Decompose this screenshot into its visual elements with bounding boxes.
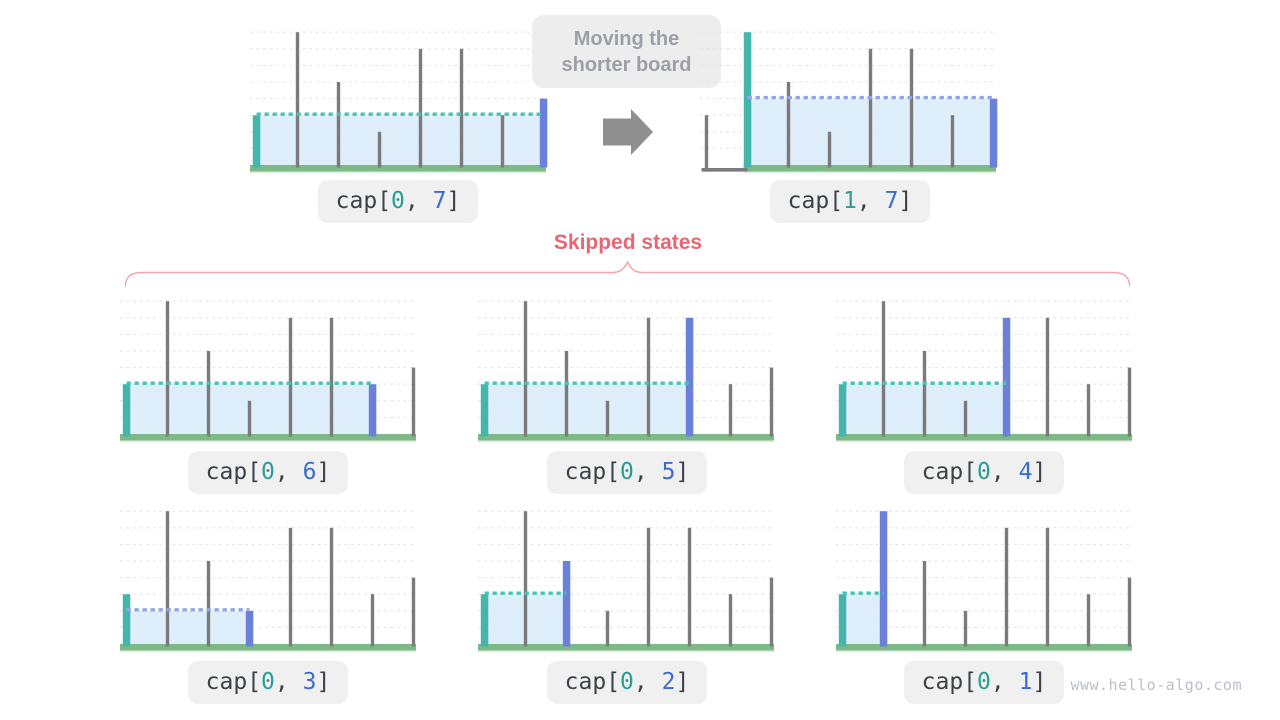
skipped-states-title: Skipped states — [553, 231, 703, 254]
chart-cap-1-7 — [700, 26, 998, 178]
cap-label-0-6: cap[0, 6] — [188, 451, 348, 494]
chart-cap-0-2 — [478, 505, 774, 657]
right-arrow-icon — [603, 109, 653, 155]
bar-chart-cap-0-4 — [836, 300, 1132, 443]
cap-label-suffix: ] — [1032, 669, 1047, 695]
cap-label-prefix: cap[ — [921, 669, 978, 695]
cap-label-left-index: 0 — [391, 188, 405, 214]
cap-label-separator: , — [404, 188, 433, 214]
bar-chart-cap-0-2 — [478, 510, 774, 653]
cap-label-suffix: ] — [316, 459, 331, 485]
cap-label-suffix: ] — [316, 669, 331, 695]
cap-label-separator: , — [990, 459, 1019, 485]
cap-label-prefix: cap[ — [564, 669, 621, 695]
cap-label-right-index: 6 — [302, 459, 317, 485]
cap-label-left-index: 0 — [977, 669, 991, 695]
annotation-moving-shorter-board: Moving the shorter board — [532, 15, 721, 88]
chart-cap-0-4 — [836, 295, 1132, 447]
chart-cap-0-5 — [478, 295, 774, 447]
cap-label-right-index: 7 — [884, 188, 899, 214]
cap-label-right-index: 7 — [432, 188, 447, 214]
cap-label-0-3: cap[0, 3] — [188, 661, 348, 704]
cap-label-prefix: cap[ — [787, 188, 844, 214]
annotation-line-2: shorter board — [561, 53, 692, 76]
cap-label-0-1: cap[0, 1] — [904, 661, 1064, 704]
annotation-line-1: Moving the — [573, 27, 680, 50]
cap-label-separator: , — [633, 669, 662, 695]
cap-label-right-index: 5 — [661, 459, 676, 485]
bar-chart-cap-0-6 — [120, 300, 416, 443]
cap-label-prefix: cap[ — [564, 459, 621, 485]
chart-cap-0-1 — [836, 505, 1132, 657]
cap-label-prefix: cap[ — [205, 669, 262, 695]
cap-label-prefix: cap[ — [335, 188, 392, 214]
cap-label-left-index: 0 — [620, 669, 634, 695]
bar-chart-cap-0-1 — [836, 510, 1132, 653]
cap-label-0-4: cap[0, 4] — [904, 451, 1064, 494]
cap-label-suffix: ] — [898, 188, 913, 214]
cap-label-0-2: cap[0, 2] — [547, 661, 707, 704]
bar-chart-cap-0-3 — [120, 510, 416, 653]
cap-label-prefix: cap[ — [205, 459, 262, 485]
cap-label-left-index: 0 — [261, 669, 275, 695]
cap-label-separator: , — [856, 188, 885, 214]
chart-cap-0-7 — [250, 26, 548, 178]
bar-chart-cap-0-5 — [478, 300, 774, 443]
cap-label-suffix: ] — [1032, 459, 1047, 485]
cap-label-right-index: 3 — [302, 669, 317, 695]
cap-label-0-5: cap[0, 5] — [547, 451, 707, 494]
cap-label-left-index: 0 — [620, 459, 634, 485]
cap-label-right-index: 1 — [1018, 669, 1033, 695]
cap-label-left-index: 1 — [843, 188, 857, 214]
site-watermark: www.hello-algo.com — [1070, 676, 1242, 694]
cap-label-separator: , — [274, 669, 303, 695]
cap-label-separator: , — [274, 459, 303, 485]
brace-skipped-states — [124, 260, 1131, 290]
chart-cap-0-3 — [120, 505, 416, 657]
cap-label-separator: , — [633, 459, 662, 485]
cap-label-separator: , — [990, 669, 1019, 695]
cap-label-left-index: 0 — [261, 459, 275, 485]
cap-label-suffix: ] — [675, 669, 690, 695]
cap-label-1-7: cap[1, 7] — [770, 180, 930, 223]
chart-cap-0-6 — [120, 295, 416, 447]
cap-label-suffix: ] — [675, 459, 690, 485]
cap-label-right-index: 4 — [1018, 459, 1033, 485]
cap-label-left-index: 0 — [977, 459, 991, 485]
cap-label-prefix: cap[ — [921, 459, 978, 485]
bar-chart-cap-0-7 — [250, 31, 548, 174]
bar-chart-cap-1-7 — [700, 31, 998, 174]
cap-label-0-7: cap[0, 7] — [318, 180, 478, 223]
cap-label-right-index: 2 — [661, 669, 676, 695]
cap-label-suffix: ] — [446, 188, 461, 214]
